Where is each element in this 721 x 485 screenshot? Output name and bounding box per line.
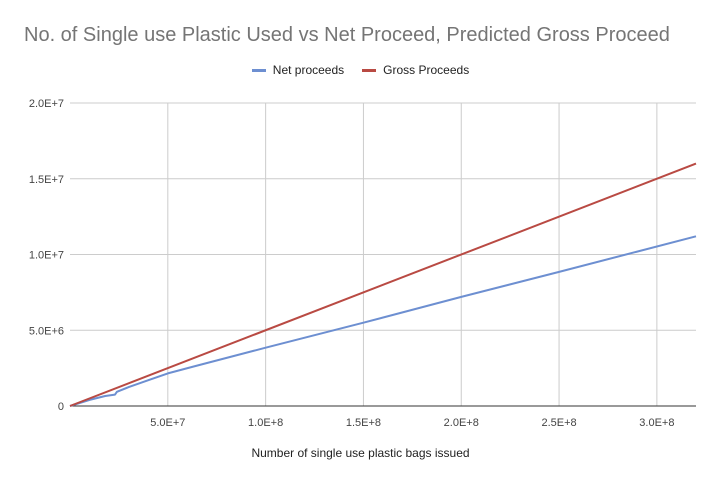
y-tick-label: 1.5E+7 bbox=[29, 174, 64, 186]
legend-item-net-proceeds[interactable]: Net proceeds bbox=[251, 63, 345, 77]
x-tick-label: 2.0E+8 bbox=[444, 417, 479, 429]
legend: Net proceeds Gross Proceeds bbox=[0, 63, 721, 77]
legend-label-gross-proceeds: Gross Proceeds bbox=[383, 63, 470, 77]
legend-swatch-gross-proceeds bbox=[362, 68, 377, 72]
x-tick-label: 3.0E+8 bbox=[639, 417, 674, 429]
y-tick-label: 1.0E+7 bbox=[29, 250, 64, 262]
series-line-gross-proceeds bbox=[69, 162, 697, 407]
x-tick-label: 1.0E+8 bbox=[248, 417, 283, 429]
y-tick-label: 2.0E+7 bbox=[29, 98, 64, 110]
legend-item-gross-proceeds[interactable]: Gross Proceeds bbox=[362, 63, 469, 77]
x-tick-label: 1.5E+8 bbox=[346, 417, 381, 429]
x-tick-label: 2.5E+8 bbox=[541, 417, 576, 429]
y-tick-label: 5.0E+6 bbox=[29, 325, 64, 337]
chart-title: No. of Single use Plastic Used vs Net Pr… bbox=[24, 24, 670, 46]
x-tick-label: 5.0E+7 bbox=[150, 417, 185, 429]
legend-label-net-proceeds: Net proceeds bbox=[272, 63, 345, 77]
series-line-net-proceeds bbox=[69, 235, 697, 407]
y-tick-label: 0 bbox=[58, 401, 64, 413]
legend-swatch-net-proceeds bbox=[251, 68, 266, 72]
x-axis-title: Number of single use plastic bags issued bbox=[251, 446, 470, 460]
